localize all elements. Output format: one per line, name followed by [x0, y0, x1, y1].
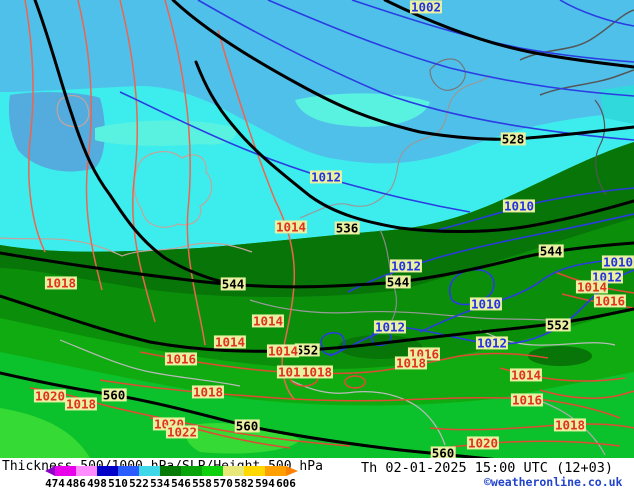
deep-cyan-patch: [600, 85, 634, 124]
scale-segment: [223, 466, 244, 476]
scale-tick-label: 534: [150, 477, 170, 490]
green-brightest-1: [0, 408, 90, 458]
scale-tick-label: 594: [255, 477, 275, 490]
mint-patch-2: [295, 93, 430, 127]
scale-tick-label: 606: [276, 477, 296, 490]
scale-arrow-right: [286, 466, 298, 476]
thickness-fill-green-bright: [0, 352, 634, 458]
scale-segment: [76, 466, 97, 476]
weatheronline-credit: ©weatheronline.co.uk: [484, 475, 623, 489]
scale-tick-label: 498: [87, 477, 107, 490]
scale-tick-label: 510: [108, 477, 128, 490]
scale-tick-label: 582: [234, 477, 254, 490]
scale-segment: [118, 466, 139, 476]
scale-segment: [265, 466, 286, 476]
scale-tick-label: 474: [45, 477, 65, 490]
scale-segment: [202, 466, 223, 476]
scale-segment: [244, 466, 265, 476]
color-scale-bar: [45, 466, 298, 476]
height-contours: [0, 0, 634, 458]
scale-tick-label: 522: [129, 477, 149, 490]
map-area: 1002 528 536 544 544 544 552 552 560 560 560 1012 10…: [0, 0, 634, 458]
scale-segment: [160, 466, 181, 476]
scale-tick-label: 570: [213, 477, 233, 490]
scale-arrow-left: [45, 466, 55, 476]
scale-tick-label: 486: [66, 477, 86, 490]
mint-patch-1: [95, 120, 237, 146]
thickness-fill-lightblue: [0, 0, 634, 164]
thickness-fill-green-dark: [0, 142, 634, 297]
scale-segment: [181, 466, 202, 476]
map-canvas: [0, 0, 634, 458]
scale-tick-label: 546: [171, 477, 191, 490]
legend-bar: Thickness 500/1000 hPa/SLP/Height 500 hP…: [0, 458, 634, 490]
green-dark-blob-2: [528, 346, 592, 366]
scale-segment: [139, 466, 160, 476]
scale-tick-label: 558: [192, 477, 212, 490]
legend-datetime: Th 02-01-2025 15:00 UTC (12+03): [361, 460, 613, 476]
scale-segment: [97, 466, 118, 476]
scale-segment: [55, 466, 76, 476]
